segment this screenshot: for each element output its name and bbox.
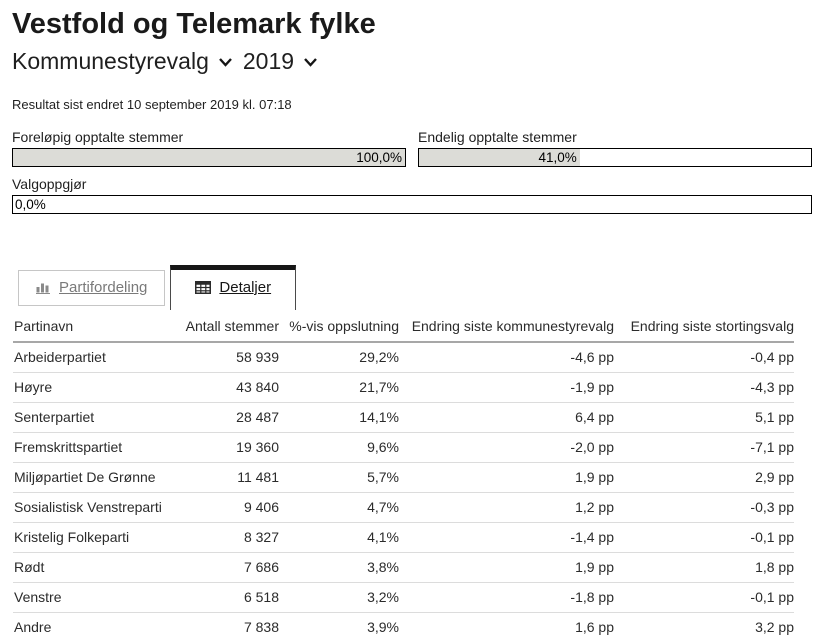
- progress-value: 0,0%: [15, 196, 46, 213]
- tab-bar: Partifordeling Detaljer: [18, 265, 812, 310]
- value-cell: -2,0 pp: [399, 433, 614, 463]
- progress-forelopig: Foreløpig opptalte stemmer 100,0%: [12, 129, 406, 167]
- value-cell: -0,1 pp: [614, 523, 794, 553]
- progress-value: 100,0%: [356, 149, 402, 166]
- year-label: 2019: [243, 48, 294, 75]
- value-cell: 9 406: [179, 493, 279, 523]
- value-cell: 1,2 pp: [399, 493, 614, 523]
- column-header-partinavn: Partinavn: [13, 312, 179, 342]
- value-cell: -1,4 pp: [399, 523, 614, 553]
- party-name-cell: Kristelig Folkeparti: [13, 523, 179, 553]
- last-updated-status: Resultat sist endret 10 september 2019 k…: [12, 97, 812, 112]
- column-header-oppslutning: %-vis oppslutning: [279, 312, 399, 342]
- progress-label: Foreløpig opptalte stemmer: [12, 129, 406, 145]
- column-header-endring-stortingsvalg: Endring siste stortingsvalg: [614, 312, 794, 342]
- year-dropdown[interactable]: 2019: [243, 48, 318, 75]
- value-cell: 6,4 pp: [399, 403, 614, 433]
- value-cell: 4,1%: [279, 523, 399, 553]
- value-cell: 2,9 pp: [614, 463, 794, 493]
- party-name-cell: Høyre: [13, 373, 179, 403]
- value-cell: 28 487: [179, 403, 279, 433]
- value-cell: -0,3 pp: [614, 493, 794, 523]
- election-selectors: Kommunestyrevalg 2019: [12, 48, 812, 75]
- value-cell: 7 686: [179, 553, 279, 583]
- value-cell: -7,1 pp: [614, 433, 794, 463]
- value-cell: 58 939: [179, 342, 279, 373]
- tab-partifordeling[interactable]: Partifordeling: [18, 270, 165, 306]
- value-cell: -4,6 pp: [399, 342, 614, 373]
- progress-endelig: Endelig opptalte stemmer 41,0%: [418, 129, 812, 167]
- party-name-cell: Rødt: [13, 553, 179, 583]
- party-name-cell: Miljøpartiet De Grønne: [13, 463, 179, 493]
- value-cell: 9,6%: [279, 433, 399, 463]
- page-title: Vestfold og Telemark fylke: [12, 8, 812, 41]
- value-cell: 7 838: [179, 613, 279, 642]
- election-type-label: Kommunestyrevalg: [12, 48, 209, 75]
- value-cell: 8 327: [179, 523, 279, 553]
- value-cell: -0,4 pp: [614, 342, 794, 373]
- election-type-dropdown[interactable]: Kommunestyrevalg: [12, 48, 233, 75]
- value-cell: 1,9 pp: [399, 553, 614, 583]
- column-header-endring-kommunestyrevalg: Endring siste kommunestyrevalg: [399, 312, 614, 342]
- value-cell: 3,2%: [279, 583, 399, 613]
- chevron-down-icon: [218, 57, 233, 67]
- value-cell: 4,7%: [279, 493, 399, 523]
- party-name-cell: Arbeiderpartiet: [13, 342, 179, 373]
- value-cell: -0,1 pp: [614, 583, 794, 613]
- value-cell: 21,7%: [279, 373, 399, 403]
- value-cell: -1,8 pp: [399, 583, 614, 613]
- value-cell: 19 360: [179, 433, 279, 463]
- progress-label: Endelig opptalte stemmer: [418, 129, 812, 145]
- chevron-down-icon: [303, 57, 318, 67]
- progress-valgoppgjor: Valgoppgjør 0,0%: [12, 176, 812, 214]
- value-cell: 6 518: [179, 583, 279, 613]
- value-cell: 3,9%: [279, 613, 399, 642]
- progress-bar-valgoppgjor: 0,0%: [12, 195, 812, 214]
- tab-label: Detaljer: [219, 279, 271, 296]
- party-name-cell: Sosialistisk Venstreparti: [13, 493, 179, 523]
- value-cell: -1,9 pp: [399, 373, 614, 403]
- party-name-cell: Venstre: [13, 583, 179, 613]
- value-cell: 1,8 pp: [614, 553, 794, 583]
- progress-value: 41,0%: [538, 149, 576, 166]
- value-cell: 5,7%: [279, 463, 399, 493]
- party-name-cell: Andre: [13, 613, 179, 642]
- tab-detaljer[interactable]: Detaljer: [170, 265, 296, 310]
- progress-section: Foreløpig opptalte stemmer 100,0% Endeli…: [12, 129, 812, 214]
- table-icon: [195, 281, 211, 294]
- value-cell: 14,1%: [279, 403, 399, 433]
- party-name-cell: Fremskrittspartiet: [13, 433, 179, 463]
- value-cell: 11 481: [179, 463, 279, 493]
- value-cell: 1,6 pp: [399, 613, 614, 642]
- value-cell: 3,2 pp: [614, 613, 794, 642]
- value-cell: 1,9 pp: [399, 463, 614, 493]
- progress-fill: [13, 149, 405, 166]
- value-cell: 43 840: [179, 373, 279, 403]
- value-cell: -4,3 pp: [614, 373, 794, 403]
- progress-label: Valgoppgjør: [12, 176, 812, 192]
- party-name-cell: Senterpartiet: [13, 403, 179, 433]
- value-cell: 29,2%: [279, 342, 399, 373]
- bar-chart-icon: [36, 281, 51, 294]
- progress-bar-forelopig: 100,0%: [12, 148, 406, 167]
- column-header-antall-stemmer: Antall stemmer: [179, 312, 279, 342]
- results-table: Partinavn Antall stemmer %-vis oppslutni…: [13, 312, 794, 642]
- progress-bar-endelig: 41,0%: [418, 148, 812, 167]
- value-cell: 5,1 pp: [614, 403, 794, 433]
- table-header-row: Partinavn Antall stemmer %-vis oppslutni…: [13, 312, 794, 342]
- tab-label: Partifordeling: [59, 279, 147, 296]
- value-cell: 3,8%: [279, 553, 399, 583]
